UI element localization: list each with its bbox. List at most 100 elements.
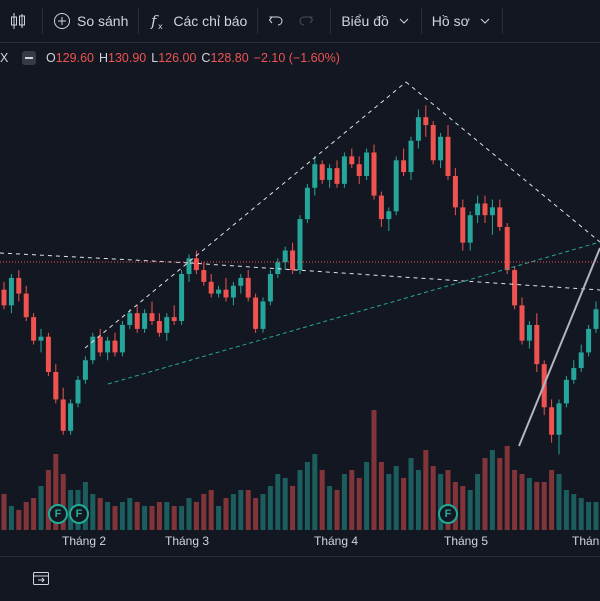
candle-body bbox=[9, 278, 14, 305]
volume-bar bbox=[379, 462, 384, 530]
close-label: C bbox=[201, 51, 210, 65]
volume-bar bbox=[505, 446, 510, 530]
candle-body bbox=[61, 399, 66, 430]
date-range-icon[interactable] bbox=[32, 569, 50, 587]
collapse-legend-button[interactable] bbox=[22, 51, 36, 65]
compare-button[interactable]: So sánh bbox=[43, 0, 138, 42]
bottom-toolbar bbox=[0, 556, 600, 601]
pattern-line bbox=[406, 82, 600, 242]
candle-body bbox=[557, 403, 562, 434]
candle-body bbox=[497, 207, 502, 227]
volume-bar bbox=[431, 466, 436, 530]
candle-body bbox=[394, 160, 399, 211]
volume-bar bbox=[231, 494, 236, 530]
candle-body bbox=[342, 156, 347, 183]
volume-bar bbox=[468, 490, 473, 530]
candle-body bbox=[105, 341, 110, 353]
candle-body bbox=[283, 250, 288, 262]
undo-button[interactable] bbox=[258, 0, 294, 42]
earnings-marker[interactable]: F bbox=[69, 504, 89, 524]
candle-body bbox=[372, 152, 377, 195]
candle-body bbox=[150, 313, 155, 321]
candle-body bbox=[571, 368, 576, 380]
volume-bar bbox=[275, 474, 280, 530]
price-chart[interactable] bbox=[0, 70, 600, 530]
candle-body bbox=[549, 407, 554, 434]
candle-body bbox=[179, 274, 184, 321]
bar-style-button[interactable] bbox=[0, 0, 42, 42]
volume-bar bbox=[586, 502, 591, 530]
indicators-label: Các chỉ báo bbox=[173, 13, 247, 29]
volume-bar bbox=[594, 502, 599, 530]
candles-layer bbox=[2, 105, 600, 454]
volume-bar bbox=[335, 490, 340, 530]
candle-body bbox=[53, 372, 58, 399]
chart-menu-button[interactable]: Biểu đồ bbox=[331, 0, 420, 42]
candle-body bbox=[76, 380, 81, 404]
volume-bar bbox=[416, 470, 421, 530]
candle-body bbox=[579, 352, 584, 368]
low-value: 126.00 bbox=[158, 51, 196, 65]
candle-body bbox=[586, 329, 591, 353]
svg-text:x: x bbox=[158, 22, 163, 30]
candle-body bbox=[468, 215, 473, 242]
candle-body bbox=[527, 325, 532, 341]
volume-bar bbox=[172, 506, 177, 530]
volume-bar bbox=[579, 498, 584, 530]
symbol-name[interactable]: X bbox=[0, 51, 10, 65]
candle-body bbox=[46, 337, 51, 372]
candle-body bbox=[564, 380, 569, 404]
candle-body bbox=[238, 278, 243, 286]
candle-body bbox=[431, 125, 436, 160]
time-axis-label: Tháng 2 bbox=[62, 534, 106, 552]
candle-body bbox=[216, 290, 221, 294]
candle-body bbox=[505, 227, 510, 270]
candle-body bbox=[24, 294, 29, 318]
change-value: −2.10 (−1.60%) bbox=[254, 51, 340, 65]
candle-body bbox=[379, 196, 384, 220]
candle-body bbox=[438, 137, 443, 161]
pattern-line bbox=[85, 82, 406, 348]
volume-bar bbox=[98, 498, 103, 530]
volume-bar bbox=[320, 470, 325, 530]
volume-bar bbox=[127, 498, 132, 530]
volume-bar bbox=[216, 506, 221, 530]
volume-bar bbox=[113, 506, 118, 530]
profile-menu-label: Hồ sơ bbox=[432, 13, 470, 29]
volume-bar bbox=[194, 502, 199, 530]
earnings-marker[interactable]: F bbox=[48, 504, 68, 524]
candle-body bbox=[224, 290, 229, 298]
profile-menu-button[interactable]: Hồ sơ bbox=[422, 0, 502, 42]
volume-bar bbox=[409, 458, 414, 530]
volume-bar bbox=[312, 454, 317, 530]
candles-icon bbox=[10, 12, 26, 30]
volume-bar bbox=[2, 494, 7, 530]
candle-body bbox=[364, 152, 369, 176]
volume-bar bbox=[305, 462, 310, 530]
volume-bar bbox=[253, 498, 258, 530]
redo-button[interactable] bbox=[294, 0, 330, 42]
volume-bar bbox=[372, 410, 377, 530]
chevron-down-icon bbox=[397, 14, 411, 28]
candle-body bbox=[446, 137, 451, 176]
time-axis-label: Tháng 5 bbox=[444, 534, 488, 552]
candle-body bbox=[172, 317, 177, 321]
earnings-marker[interactable]: F bbox=[438, 504, 458, 524]
volume-bar bbox=[261, 494, 266, 530]
volume-bar bbox=[90, 494, 95, 530]
volume-bar bbox=[283, 478, 288, 530]
candle-body bbox=[120, 325, 125, 352]
volume-bar bbox=[16, 510, 21, 530]
volume-bar bbox=[542, 482, 547, 530]
open-value: 129.60 bbox=[56, 51, 94, 65]
volume-bar bbox=[527, 478, 532, 530]
candle-body bbox=[113, 341, 118, 353]
volume-bar bbox=[534, 482, 539, 530]
volume-bar bbox=[394, 466, 399, 530]
candle-body bbox=[194, 258, 199, 270]
volume-bar bbox=[39, 486, 44, 530]
volume-bar bbox=[105, 502, 110, 530]
